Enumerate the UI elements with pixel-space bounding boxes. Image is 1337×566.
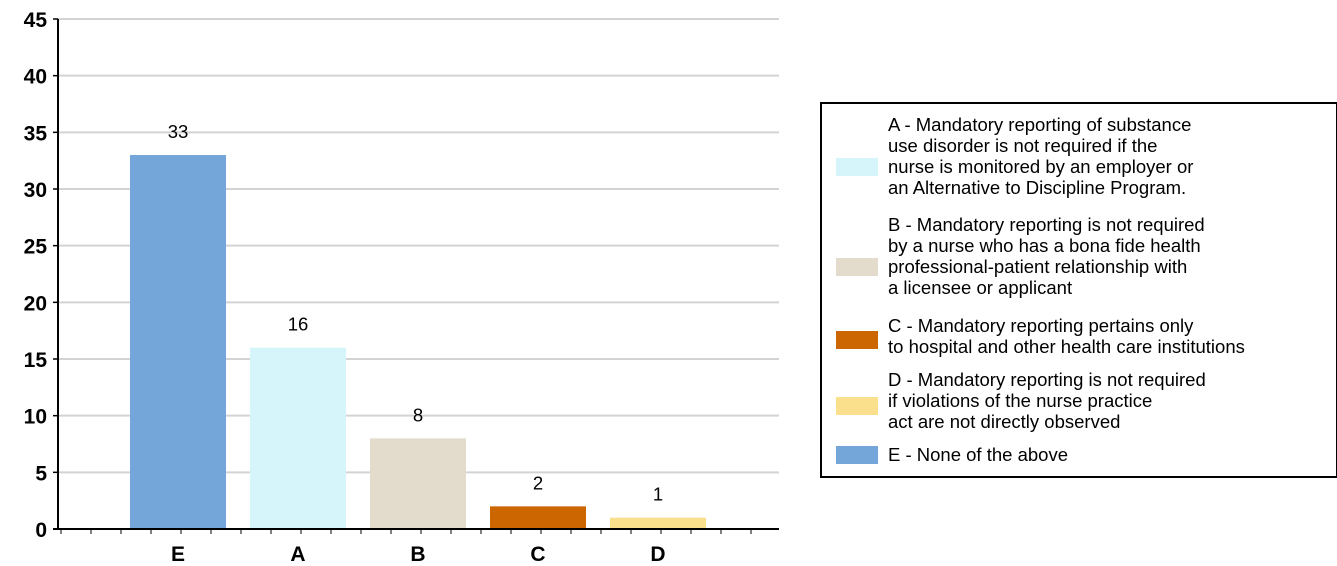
data-label-a: 16 [288,314,309,335]
x-tick-label-b: B [410,543,425,566]
y-tick-label: 5 [35,462,47,485]
bar-d [610,517,706,529]
legend-label-e: E - None of the above [888,444,1068,465]
legend-swatch-d [836,397,878,415]
data-label-b: 8 [413,404,423,425]
legend-swatch-a [836,158,878,176]
y-tick-label: 30 [24,179,47,202]
data-label-e: 33 [168,121,189,142]
bar-e [130,155,226,529]
x-tick-label-e: E [171,543,185,566]
legend-label-c: C - Mandatory reporting pertains only to… [888,315,1245,357]
y-tick-label: 35 [24,122,48,145]
x-tick-label-c: C [530,543,545,566]
y-tick-label: 15 [24,349,48,372]
y-tick-label: 25 [24,236,48,259]
x-tick-label-a: A [290,543,305,566]
y-tick-label: 40 [24,66,47,89]
legend-swatch-b [836,258,878,276]
bars-group [130,155,706,529]
legend-label-d: D - Mandatory reporting is not required … [888,369,1206,432]
bar-a [250,347,346,529]
y-tick-label: 0 [35,519,47,542]
x-tick-label-d: D [650,543,665,566]
legend: A - Mandatory reporting of substance use… [820,102,1337,478]
data-label-c: 2 [533,472,543,493]
bar-c [490,506,586,529]
bar-chart: 33 16 8 2 1 0 5 10 15 20 25 30 35 40 45 E A B C D [24,9,779,566]
legend-swatch-c [836,331,878,349]
y-tick-label: 20 [24,292,47,315]
bar-b [370,438,466,529]
data-label-d: 1 [653,484,663,505]
legend-swatch-e [836,446,878,464]
y-tick-label: 10 [24,406,47,429]
y-tick-label: 45 [24,9,48,32]
axes-group [53,18,779,534]
data-labels-group: 33 16 8 2 1 [168,121,663,505]
legend-label-a: A - Mandatory reporting of substance use… [888,114,1194,198]
legend-label-b: B - Mandatory reporting is not required … [888,214,1205,298]
y-tick-labels-group: 0 5 10 15 20 25 30 35 40 45 [24,9,48,542]
